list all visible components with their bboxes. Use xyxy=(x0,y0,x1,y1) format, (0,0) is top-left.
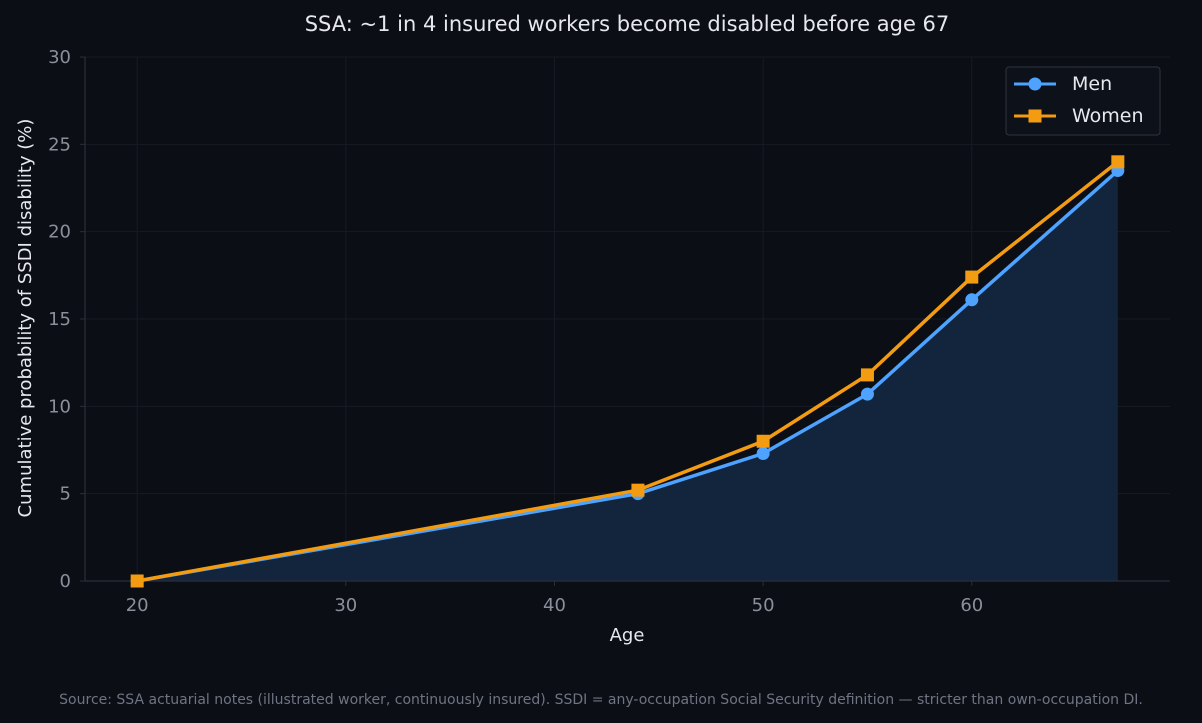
y-tick-label: 15 xyxy=(48,309,71,330)
data-point-men xyxy=(965,293,979,307)
legend-men-marker xyxy=(1028,77,1042,91)
source-note: Source: SSA actuarial notes (illustrated… xyxy=(59,692,1143,708)
legend-men-label: Men xyxy=(1072,73,1112,95)
x-tick-label: 50 xyxy=(752,595,775,616)
data-point-women xyxy=(1111,155,1125,169)
x-tick-label: 40 xyxy=(543,595,566,616)
x-tick-label: 60 xyxy=(960,595,983,616)
area-fill-men xyxy=(137,170,1118,582)
x-tick-label: 30 xyxy=(334,595,357,616)
data-point-men xyxy=(860,387,874,401)
series-layer xyxy=(130,155,1125,588)
data-point-women xyxy=(631,483,645,497)
y-tick-label: 20 xyxy=(48,222,71,243)
y-tick-label: 25 xyxy=(48,134,71,155)
legend: Men Women xyxy=(1005,66,1161,136)
series-line-men xyxy=(135,168,1120,583)
chart-title: SSA: ~1 in 4 insured workers become disa… xyxy=(305,12,950,36)
y-tick-label: 5 xyxy=(60,484,71,505)
data-point-women xyxy=(965,270,979,284)
data-point-women xyxy=(130,574,144,588)
data-point-men xyxy=(756,446,770,460)
data-point-women xyxy=(756,434,770,448)
legend-women-label: Women xyxy=(1072,105,1144,127)
area-fill-layer xyxy=(137,170,1118,582)
series-line-women xyxy=(135,160,1120,583)
tick-labels: 20 30 40 50 60 0 5 10 15 20 25 30 xyxy=(48,47,983,616)
y-tick-label: 30 xyxy=(48,47,71,68)
y-tick-label: 0 xyxy=(60,571,71,592)
y-tick-label: 10 xyxy=(48,396,71,417)
data-point-women xyxy=(860,368,874,382)
x-tick-label: 20 xyxy=(126,595,149,616)
legend-women-marker xyxy=(1028,109,1042,123)
x-axis-label: Age xyxy=(610,625,645,646)
y-axis-label: Cumulative probability of SSDI disabilit… xyxy=(15,119,36,518)
